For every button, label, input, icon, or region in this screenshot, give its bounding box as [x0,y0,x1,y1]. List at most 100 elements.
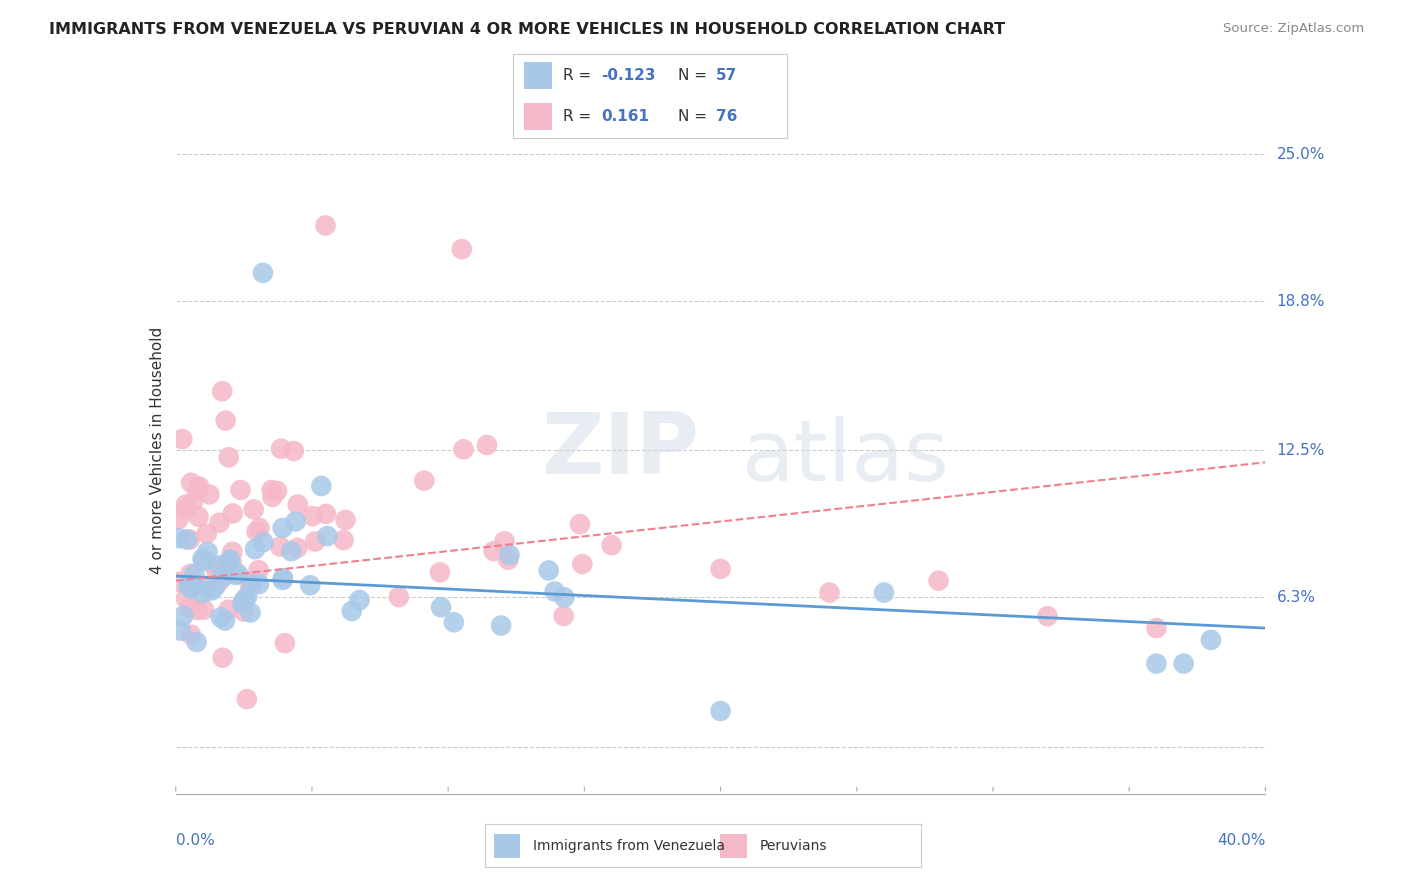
Text: 0.0%: 0.0% [176,833,215,847]
Point [193,554,215,568]
Point [443,615,465,630]
Point [174,502,197,516]
Bar [524,62,551,89]
Point [180,628,202,642]
Point [183,567,205,582]
Point [211,650,233,665]
Point [928,574,950,588]
Bar [720,834,747,858]
Text: Source: ZipAtlas.com: Source: ZipAtlas.com [1223,22,1364,36]
Point [186,635,208,649]
Text: 76: 76 [716,109,738,124]
Point [1146,621,1168,635]
Point [1036,609,1059,624]
Point [252,266,274,280]
Point [283,444,305,458]
Point [179,533,201,547]
Point [266,483,288,498]
Point [191,586,214,600]
Point [180,475,202,490]
Point [284,515,307,529]
Point [475,438,498,452]
Point [710,704,733,718]
Point [240,577,263,591]
Point [176,533,198,547]
Y-axis label: 4 or more Vehicles in Household: 4 or more Vehicles in Household [149,326,165,574]
Point [188,479,211,493]
Point [181,494,204,508]
Point [239,577,262,591]
Point [245,524,267,539]
Text: R =: R = [562,68,596,83]
Text: 12.5%: 12.5% [1277,443,1324,458]
Point [301,509,323,524]
Point [167,512,190,526]
Point [262,490,284,504]
Point [172,432,194,446]
Text: Immigrants from Venezuela: Immigrants from Venezuela [533,838,725,853]
Point [195,526,218,541]
Point [233,593,256,607]
Point [430,600,453,615]
Point [274,636,297,650]
Point [179,601,201,615]
Point [236,692,259,706]
Point [218,450,240,465]
Point [208,516,231,530]
Point [222,507,245,521]
Point [214,614,236,628]
Point [818,585,841,599]
Point [304,534,326,549]
Point [211,384,233,399]
Point [537,563,560,577]
Point [315,507,337,521]
Point [489,618,512,632]
Point [217,556,239,570]
Point [1199,632,1222,647]
Point [316,529,339,543]
Point [191,551,214,566]
Point [429,566,451,580]
Point [170,624,193,638]
Point [187,483,209,497]
Point [242,502,264,516]
Point [269,540,291,554]
Point [349,593,371,607]
Point [498,553,520,567]
Point [271,521,294,535]
Point [332,533,354,547]
Point [225,568,247,582]
Point [260,483,283,497]
Point [172,609,194,624]
Point [498,548,520,562]
Point [204,559,226,574]
Point [450,242,472,256]
Text: 57: 57 [716,68,737,83]
Point [271,571,294,585]
Point [287,541,309,555]
Point [236,589,259,603]
Point [1146,657,1168,671]
Text: R =: R = [562,109,600,124]
Point [215,413,238,427]
Point [453,442,475,457]
Text: 0.161: 0.161 [600,109,650,124]
Point [544,584,567,599]
Point [271,573,294,587]
Point [205,566,228,581]
Point [187,509,209,524]
Point [243,542,266,557]
Point [249,521,271,535]
Point [218,552,240,566]
Point [167,574,190,589]
Point [198,487,221,501]
Point [340,604,363,618]
Point [204,580,226,594]
Point [232,605,254,619]
Point [494,534,516,549]
Point [174,591,197,606]
Point [247,563,270,577]
Text: atlas: atlas [742,416,950,499]
Text: N =: N = [678,109,711,124]
Point [183,579,205,593]
